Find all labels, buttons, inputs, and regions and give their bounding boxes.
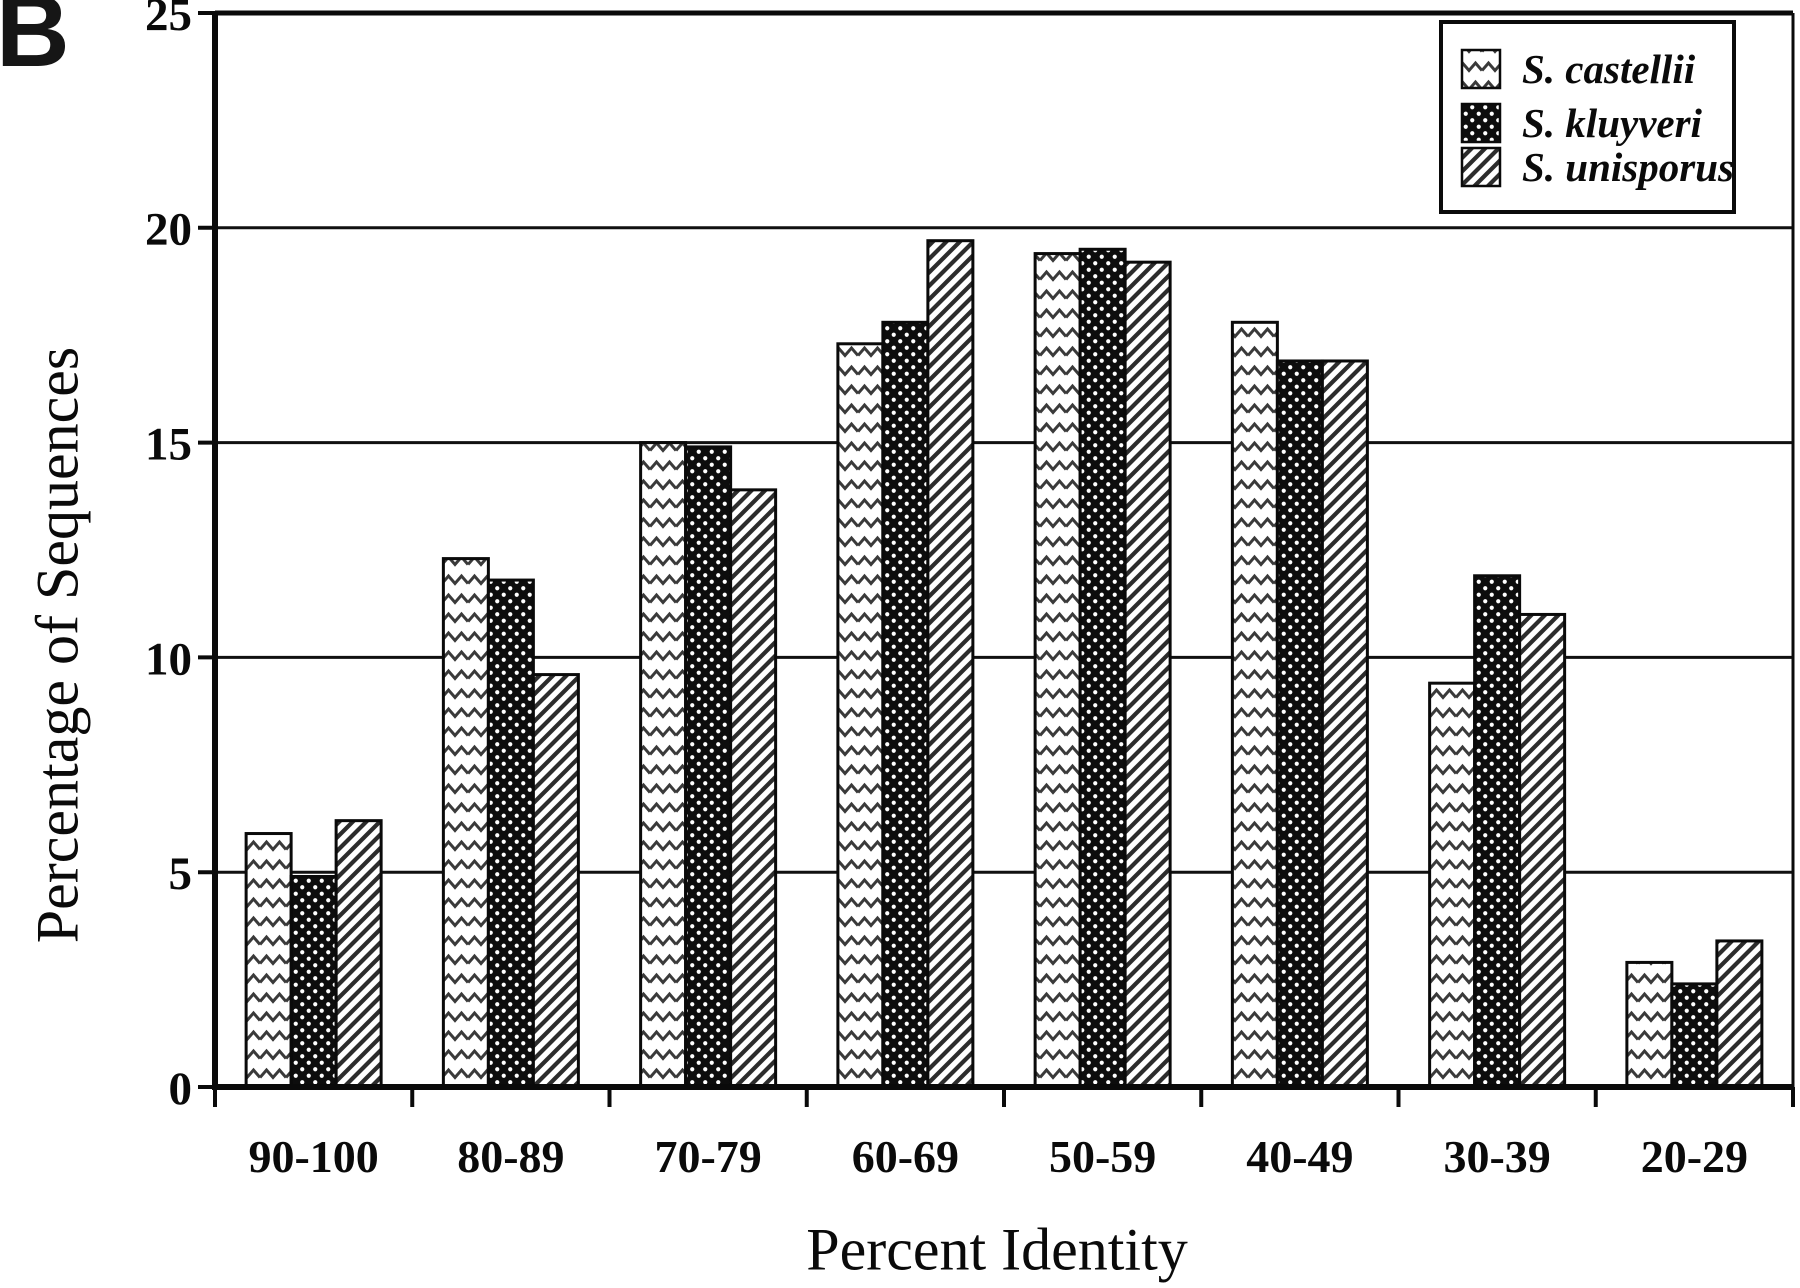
- y-tick-label-10: 10: [145, 633, 192, 685]
- panel-label: B: [0, 0, 70, 88]
- y-tick-label-20: 20: [145, 204, 192, 256]
- bar-s-unisporus-40-49: [1320, 359, 1369, 1089]
- bar-s-castellii-30-39: [1428, 681, 1477, 1089]
- legend-item-castellii: S. castellii: [1460, 46, 1696, 92]
- y-tick-label-15: 15: [145, 419, 192, 471]
- axis-ticks: [198, 11, 1795, 1107]
- bar-s-kluyveri-60-69: [881, 320, 930, 1089]
- bar-s-castellii-40-49: [1230, 320, 1279, 1089]
- y-tick-label-0: 0: [169, 1063, 193, 1115]
- legend-label-castellii: S. castellii: [1522, 46, 1696, 92]
- bar-s-kluyveri-20-29: [1670, 982, 1719, 1089]
- legend-label-kluyveri: S. kluyveri: [1522, 100, 1703, 146]
- bar-s-kluyveri-80-89: [486, 578, 535, 1089]
- y-tick-label-25: 25: [145, 0, 192, 41]
- bar-s-castellii-90-100: [244, 832, 293, 1089]
- legend-swatch-castellii: [1460, 48, 1502, 90]
- legend-swatch-unisporus: [1460, 146, 1502, 188]
- x-category-label-40-49: 40-49: [1246, 1131, 1353, 1182]
- bar-s-kluyveri-40-49: [1275, 359, 1324, 1089]
- x-axis-title: Percent Identity: [806, 1216, 1188, 1283]
- bar-s-kluyveri-70-79: [684, 445, 733, 1089]
- bars: [244, 239, 1764, 1089]
- bar-s-castellii-80-89: [441, 557, 490, 1089]
- bar-s-unisporus-80-89: [531, 673, 580, 1089]
- axis-tick-labels: 0 5 10 15 20 25 90-100 80-89 70-79 60-69 50-59 40-4…: [145, 0, 1748, 1182]
- bar-s-unisporus-90-100: [334, 819, 383, 1089]
- bar-s-kluyveri-90-100: [289, 874, 338, 1089]
- legend-item-kluyveri: S. kluyveri: [1460, 100, 1703, 146]
- bar-s-castellii-70-79: [639, 441, 688, 1089]
- bar-s-unisporus-70-79: [729, 488, 778, 1089]
- x-category-label-90-100: 90-100: [248, 1131, 378, 1182]
- bar-s-castellii-50-59: [1033, 252, 1082, 1089]
- y-tick-label-5: 5: [169, 848, 193, 900]
- legend-item-unisporus: S. unisporus: [1460, 144, 1734, 190]
- x-category-label-20-29: 20-29: [1641, 1131, 1748, 1182]
- bar-s-kluyveri-30-39: [1473, 574, 1522, 1089]
- x-category-label-30-39: 30-39: [1443, 1131, 1550, 1182]
- bar-s-castellii-60-69: [836, 342, 885, 1089]
- bar-s-castellii-20-29: [1625, 960, 1674, 1089]
- bar-s-unisporus-60-69: [926, 239, 975, 1089]
- legend-swatch-kluyveri: [1460, 102, 1502, 144]
- legend: S. castellii S. kluyveri S. unisporus: [1439, 20, 1736, 214]
- legend-label-unisporus: S. unisporus: [1522, 144, 1734, 190]
- x-category-label-60-69: 60-69: [852, 1131, 959, 1182]
- bar-s-unisporus-20-29: [1715, 939, 1764, 1089]
- x-category-label-70-79: 70-79: [654, 1131, 761, 1182]
- x-category-label-50-59: 50-59: [1049, 1131, 1156, 1182]
- bar-s-kluyveri-50-59: [1078, 247, 1127, 1089]
- x-category-label-80-89: 80-89: [457, 1131, 564, 1182]
- bar-s-unisporus-30-39: [1518, 612, 1567, 1089]
- bar-s-unisporus-50-59: [1123, 260, 1172, 1089]
